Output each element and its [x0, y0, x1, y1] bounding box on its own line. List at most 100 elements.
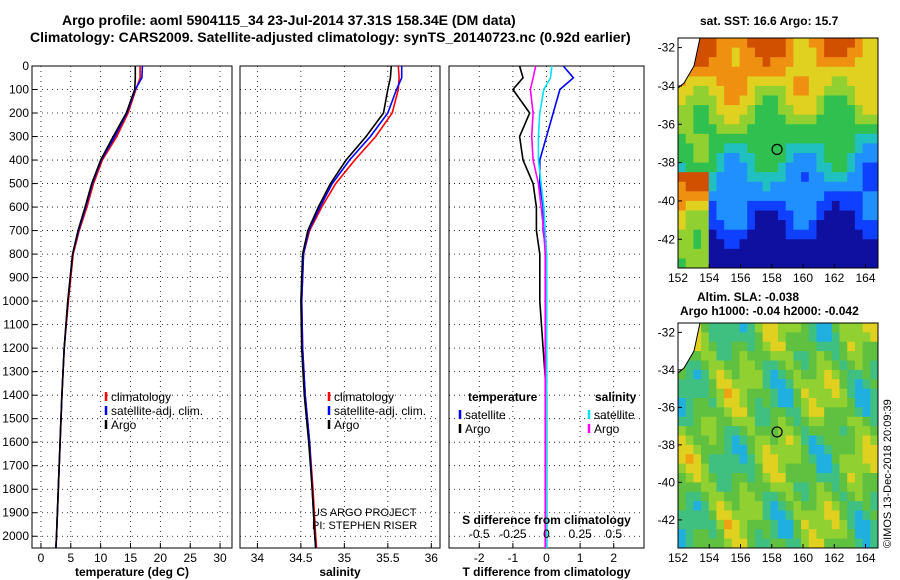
sst-map-cell [747, 85, 756, 96]
sla-map-cell [870, 463, 879, 474]
sst-map-cell [739, 85, 748, 96]
sst-map-cell [847, 38, 856, 49]
sla-map-cell [808, 510, 817, 521]
sst-map-cell [724, 38, 733, 49]
sla-map-cell [739, 388, 748, 399]
sla-map-cell [708, 491, 717, 502]
sst-map-cell [693, 191, 702, 202]
sst-map-cell [854, 76, 864, 87]
sla-map-cell [847, 332, 856, 343]
sla-map-cell [754, 388, 764, 399]
sst-map-cell [824, 143, 833, 154]
sla-map-cell [708, 435, 717, 446]
sla-map-cell [847, 519, 856, 530]
sla-map-cell [716, 435, 725, 446]
sst-map-cell [831, 210, 841, 221]
sla-map-cell [793, 482, 802, 493]
sst-map-cell [778, 38, 787, 49]
sst-map-cell [685, 105, 694, 116]
sla-map-cell [708, 351, 717, 361]
sst-map-cell [701, 105, 710, 116]
sla-map-cell [816, 388, 825, 399]
sst-map-cell [701, 162, 710, 173]
sla-map-frame [677, 322, 879, 549]
sla-map-cell [701, 463, 710, 474]
sla-map-cell [793, 454, 802, 465]
sst-map-cell [693, 153, 702, 164]
sla-map-cell [770, 454, 779, 465]
credit-pi: PI: STEPHEN RISER [312, 520, 418, 532]
sla-map-cell [816, 398, 825, 408]
sst-map-cell [693, 200, 702, 211]
sst-map-cell [785, 258, 794, 269]
sst-map-cell [847, 85, 856, 96]
sla-map-cell [785, 463, 794, 474]
sst-map-cell [854, 57, 864, 68]
sst-map-cell [785, 114, 794, 125]
sst-map-cell [708, 229, 717, 240]
sla-map-cell [870, 388, 879, 399]
sla-map-cell [701, 529, 710, 540]
sst-map-cell [816, 124, 825, 135]
sla-map-cell [678, 510, 687, 521]
sla-map-cell [854, 482, 864, 493]
sst-map-cell [801, 239, 810, 250]
difference-salinity-tick-label: 0.5 [605, 527, 622, 541]
depth-tick-label: 1500 [2, 412, 29, 426]
sla-map-cell [716, 538, 725, 549]
sla-map-cell [824, 379, 833, 390]
sla-map-cell [801, 482, 810, 493]
sst-map-cell [785, 133, 794, 144]
sla-map-cell [747, 369, 756, 380]
depth-tick-label: 1100 [3, 318, 29, 332]
sla-map-cell [785, 426, 794, 436]
sst-map-cell [839, 172, 848, 183]
sst-map-cell [801, 153, 810, 164]
difference-xtick-label: 0 [543, 551, 550, 565]
sla-map-cell [693, 398, 702, 408]
sst-map-cell [701, 153, 710, 164]
sla-map-xtick-label: 152 [668, 551, 688, 565]
sla-map-cell [847, 416, 856, 427]
sst-map-cell [754, 143, 764, 154]
sst-map-cell [754, 191, 764, 202]
sst-map-cell [731, 210, 741, 221]
temperature-legend-label: satellite-adj. clim. [111, 404, 203, 418]
sla-map-cell [862, 332, 871, 343]
sst-map-cell [770, 66, 779, 77]
sst-map-cell [816, 133, 825, 144]
temperature-xtick-label: 0 [38, 551, 45, 565]
sla-map-cell [739, 463, 748, 474]
sst-map-cell [808, 210, 817, 221]
sst-map-cell [824, 85, 833, 96]
sst-map-cell [716, 76, 725, 87]
sla-map-cell [770, 444, 779, 455]
sst-map-cell [808, 191, 817, 202]
sla-map-cell [747, 426, 756, 436]
depth-tick-label: 1900 [2, 506, 29, 520]
sst-map-cell [762, 258, 771, 269]
sla-map-cell [839, 369, 848, 380]
sla-map-cell [770, 398, 779, 408]
sst-map-cell [808, 162, 817, 173]
sst-map-cell [762, 200, 771, 211]
sla-map-cell [724, 360, 733, 371]
sla-map-cell [708, 407, 717, 418]
sst-map-xtick-label: 158 [762, 271, 782, 285]
sla-map-cell [847, 444, 856, 455]
sst-map-cell [824, 191, 833, 202]
sla-map-cell [747, 482, 756, 493]
sst-map-cell [754, 239, 764, 250]
temperature-legend-label: climatology [111, 390, 171, 404]
sst-map-cell [739, 114, 748, 125]
sla-map-cell [847, 510, 856, 521]
sla-map-cell [801, 491, 810, 502]
sla-map-cell [785, 341, 794, 352]
sst-map-cell [739, 172, 748, 183]
sst-map-cell [716, 181, 725, 192]
sla-map-cell [808, 360, 817, 371]
sla-map-cell [778, 323, 787, 333]
sla-map-cell [754, 416, 764, 427]
salinity-series-climatology [300, 65, 400, 549]
sst-map-cell [762, 47, 771, 58]
